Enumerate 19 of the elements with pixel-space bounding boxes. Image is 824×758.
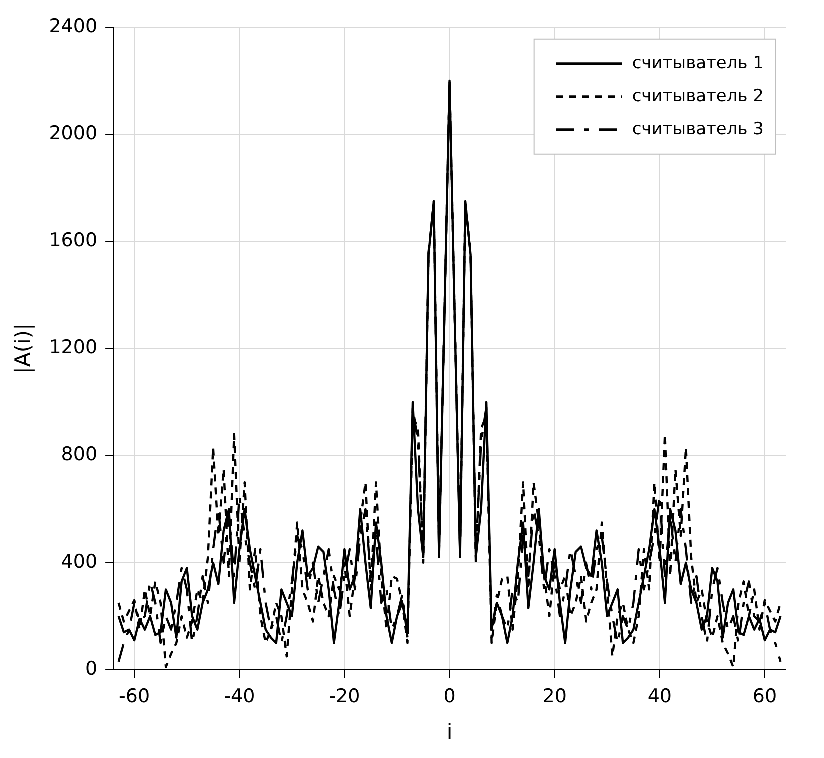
- x-tick-label: 40: [648, 685, 672, 708]
- x-tick-label: -40: [224, 685, 256, 708]
- y-axis-title: |A(i)|: [11, 323, 36, 374]
- x-tick-label: -20: [329, 685, 360, 708]
- x-tick-label: 0: [444, 685, 456, 708]
- y-tick-label: 1200: [49, 336, 98, 359]
- y-tick-label: 2400: [49, 15, 98, 38]
- x-axis-title: i: [446, 720, 453, 744]
- x-tick-label: 20: [542, 685, 567, 708]
- y-tick-label: 0: [85, 658, 98, 680]
- legend-label: считыватель 3: [632, 119, 764, 140]
- legend-label: считыватель 1: [632, 53, 764, 74]
- y-tick-label: 2000: [49, 122, 98, 144]
- x-tick-label: -60: [119, 685, 150, 708]
- x-tick-label: 60: [752, 685, 778, 708]
- y-tick-label: 800: [61, 444, 98, 466]
- y-tick-label: 400: [61, 550, 98, 573]
- legend-label: считыватель 2: [632, 86, 764, 106]
- y-tick-label: 1600: [49, 230, 98, 252]
